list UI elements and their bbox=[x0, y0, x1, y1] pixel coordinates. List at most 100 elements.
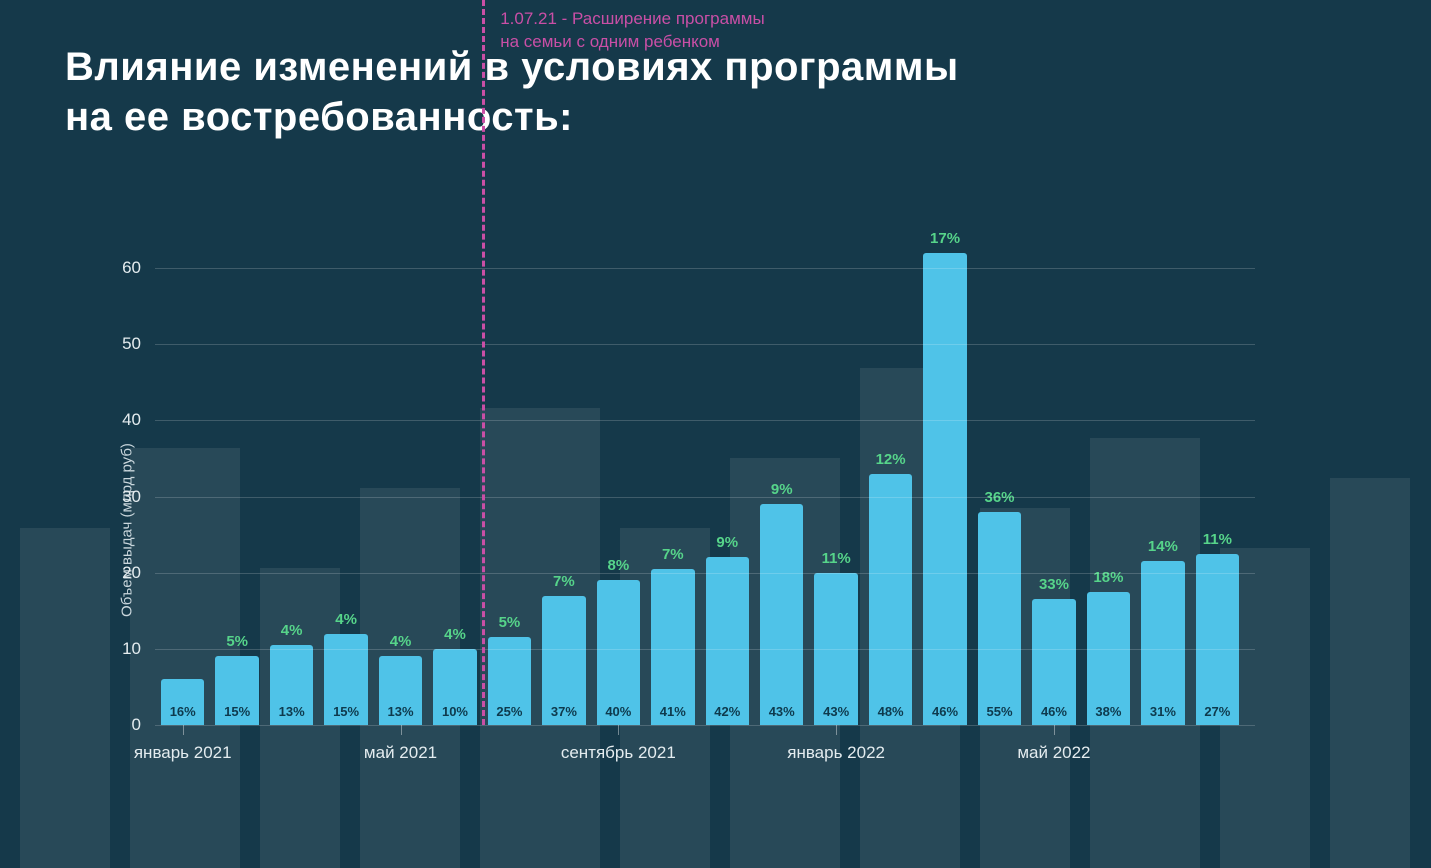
bar: 41% bbox=[651, 569, 694, 725]
x-axis: январь 2021май 2021сентябрь 2021январь 2… bbox=[155, 725, 1245, 795]
x-tick bbox=[183, 725, 184, 735]
bar-slot: 9% 42% bbox=[706, 230, 749, 725]
bar-top-label: 9% bbox=[716, 534, 738, 551]
x-tick bbox=[618, 725, 619, 735]
bar-inside-label: 15% bbox=[333, 704, 359, 725]
gridline bbox=[155, 420, 1255, 421]
bar-top-label: 5% bbox=[499, 614, 521, 631]
bar-slot: 4% 15% bbox=[324, 230, 367, 725]
bar-slot: 18% 38% bbox=[1087, 230, 1130, 725]
bar: 13% bbox=[270, 645, 313, 725]
bar-slot: 8%40% bbox=[597, 230, 640, 725]
bar-top-label: 4% bbox=[335, 611, 357, 628]
bar-slot: 33% 46% bbox=[1032, 230, 1075, 725]
divider-line bbox=[482, 0, 485, 725]
bar-slot: 4%13% bbox=[379, 230, 422, 725]
bar: 46% bbox=[1032, 599, 1075, 725]
bar-top-label: 12% bbox=[876, 451, 906, 468]
y-tick-label: 20 bbox=[122, 563, 141, 583]
bar-inside-label: 42% bbox=[714, 704, 740, 725]
chart-title: Влияние изменений в условиях программы н… bbox=[65, 42, 959, 142]
title-line-2: на ее востребованность: bbox=[65, 95, 573, 139]
y-tick-label: 40 bbox=[122, 410, 141, 430]
bar: 40% bbox=[597, 580, 640, 725]
bar-top-label: 18% bbox=[1093, 569, 1123, 586]
bar: 46% bbox=[923, 253, 966, 725]
bar-inside-label: 41% bbox=[660, 704, 686, 725]
bar-inside-label: 38% bbox=[1095, 704, 1121, 725]
bar-inside-label: 25% bbox=[496, 704, 522, 725]
y-tick-label: 60 bbox=[122, 258, 141, 278]
bar-top-label: 11% bbox=[1203, 531, 1232, 548]
y-tick-label: 10 bbox=[122, 639, 141, 659]
bar-slot: 4% 10% bbox=[433, 230, 476, 725]
bar: 43% bbox=[760, 504, 803, 725]
bar: 42% bbox=[706, 557, 749, 725]
y-tick-label: 30 bbox=[122, 487, 141, 507]
bar: 25% bbox=[488, 637, 531, 725]
gridline bbox=[155, 344, 1255, 345]
bar-top-label: 14% bbox=[1148, 538, 1178, 555]
y-axis-label: Объем выдач (млрд руб) bbox=[118, 443, 135, 617]
bar-inside-label: 31% bbox=[1150, 704, 1176, 725]
bar-slot: 11% 27% bbox=[1196, 230, 1239, 725]
bar: 55% bbox=[978, 512, 1021, 725]
x-tick bbox=[1054, 725, 1055, 735]
bar: 16% bbox=[161, 679, 204, 725]
bar-inside-label: 43% bbox=[823, 704, 849, 725]
bar-top-label: 33% bbox=[1039, 576, 1069, 593]
bar: 27% bbox=[1196, 554, 1239, 725]
x-axis-label: январь 2021 bbox=[134, 743, 232, 763]
gridline bbox=[155, 573, 1255, 574]
y-tick-label: 50 bbox=[122, 334, 141, 354]
bar-top-label: 17% bbox=[930, 230, 960, 247]
bars-container: 16%5%15%4%13%4%15%4%13%4%10%5%25%7%37%8%… bbox=[155, 230, 1245, 725]
bar-slot: 5%15% bbox=[215, 230, 258, 725]
bar: 15% bbox=[215, 656, 258, 725]
divider-annotation: 1.07.21 - Расширение программына семьи с… bbox=[500, 8, 764, 54]
bar-inside-label: 16% bbox=[170, 704, 196, 725]
bar-slot: 9%43% bbox=[760, 230, 803, 725]
plot-area: 16%5%15%4%13%4%15%4%13%4%10%5%25%7%37%8%… bbox=[155, 230, 1245, 725]
x-axis-label: май 2022 bbox=[1017, 743, 1090, 763]
annotation-line-2: на семьи с одним ребенком bbox=[500, 31, 764, 54]
bar-inside-label: 13% bbox=[388, 704, 414, 725]
bar-inside-label: 27% bbox=[1204, 704, 1230, 725]
bar-inside-label: 46% bbox=[1041, 704, 1067, 725]
bar: 48% bbox=[869, 474, 912, 725]
bar-inside-label: 13% bbox=[279, 704, 305, 725]
bar-inside-label: 40% bbox=[605, 704, 631, 725]
bar-inside-label: 55% bbox=[987, 704, 1013, 725]
bar-top-label: 7% bbox=[662, 546, 684, 563]
gridline bbox=[155, 268, 1255, 269]
bar-inside-label: 15% bbox=[224, 704, 250, 725]
bar-slot: 17% 46% bbox=[923, 230, 966, 725]
bar-slot: 5% 25% bbox=[488, 230, 531, 725]
bar-slot: 16% bbox=[161, 230, 204, 725]
bar-slot: 11% 43% bbox=[814, 230, 857, 725]
bar-slot: 7%37% bbox=[542, 230, 585, 725]
bar-slot: 7% 41% bbox=[651, 230, 694, 725]
bar-top-label: 11% bbox=[822, 550, 851, 567]
x-axis-label: май 2021 bbox=[364, 743, 437, 763]
bar-inside-label: 46% bbox=[932, 704, 958, 725]
bar-top-label: 7% bbox=[553, 573, 575, 590]
bar: 10% bbox=[433, 649, 476, 725]
bar: 38% bbox=[1087, 592, 1130, 725]
bar: 31% bbox=[1141, 561, 1184, 725]
y-tick-label: 0 bbox=[132, 715, 141, 735]
bar-top-label: 4% bbox=[281, 622, 303, 639]
bar: 13% bbox=[379, 656, 422, 725]
gridline bbox=[155, 497, 1255, 498]
bar-slot: 14% 31% bbox=[1141, 230, 1184, 725]
bar-slot: 36%55% bbox=[978, 230, 1021, 725]
x-tick bbox=[401, 725, 402, 735]
bar-top-label: 4% bbox=[444, 626, 466, 643]
bar-slot: 4% 13% bbox=[270, 230, 313, 725]
x-axis-label: сентябрь 2021 bbox=[561, 743, 676, 763]
bar: 37% bbox=[542, 596, 585, 725]
bar-inside-label: 48% bbox=[878, 704, 904, 725]
x-axis-label: январь 2022 bbox=[787, 743, 885, 763]
bar-inside-label: 10% bbox=[442, 704, 468, 725]
chart-container: Объем выдач (млрд руб) 16%5%15%4%13%4%15… bbox=[95, 230, 1255, 830]
